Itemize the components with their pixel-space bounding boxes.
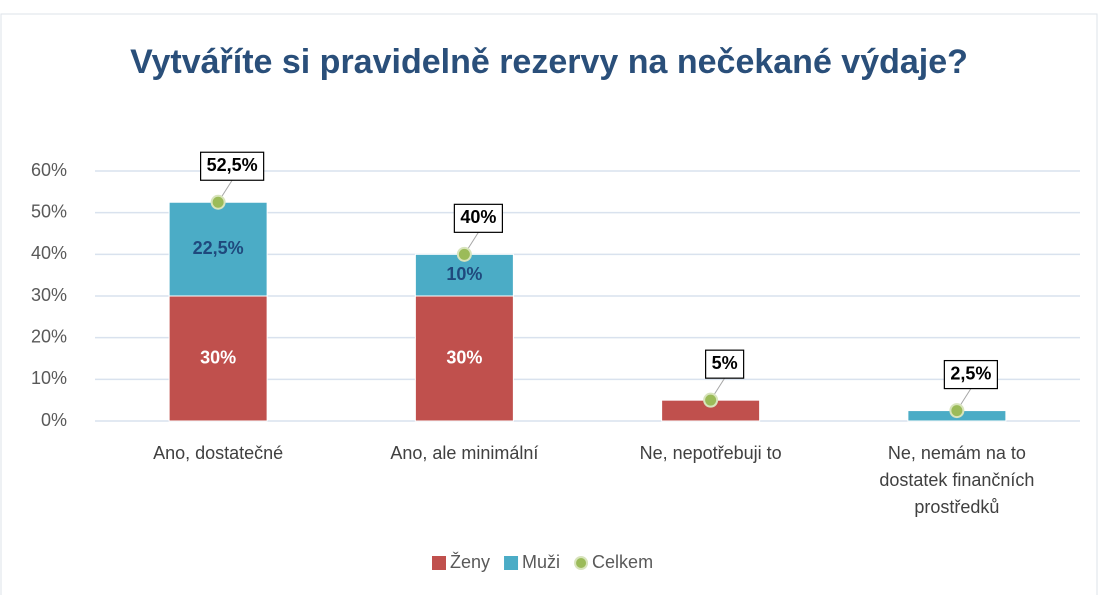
total-marker — [703, 392, 719, 408]
x-tick-label: Ano, dostatečné — [153, 443, 284, 463]
data-label-box — [200, 151, 265, 181]
bar-segment — [414, 295, 514, 422]
chart-border — [0, 13, 1098, 595]
y-tick-label: 10% — [31, 368, 67, 388]
legend-label: Ženy — [450, 552, 490, 572]
x-tick-label: Ne, nemám na to dostatek finančních pros… — [879, 443, 1035, 517]
data-label: 2,5% — [950, 363, 991, 383]
y-tick-label: 20% — [31, 326, 67, 346]
bar-segment — [168, 201, 268, 297]
data-label: 30% — [446, 347, 482, 367]
y-tick-label: 0% — [41, 410, 67, 430]
data-label: 10% — [446, 264, 482, 284]
legend-label: Celkem — [592, 552, 653, 572]
data-label: 22,5% — [193, 238, 244, 258]
x-tick-label: Ne, nepotřebuji to — [639, 443, 782, 463]
x-tick-label: Ano, ale minimální — [390, 443, 539, 463]
data-label-box — [705, 349, 745, 379]
legend-marker — [574, 556, 589, 570]
y-tick-label: 50% — [31, 201, 67, 221]
total-marker — [456, 246, 472, 262]
bar-segment — [168, 295, 268, 422]
y-tick-label: 60% — [31, 160, 67, 180]
y-tick-label: 40% — [31, 243, 67, 263]
data-label-box — [943, 359, 998, 390]
legend-marker — [504, 556, 519, 570]
data-label: 30% — [200, 347, 236, 367]
total-marker — [210, 194, 226, 210]
data-label: 52,5% — [207, 155, 258, 175]
y-tick-label: 30% — [31, 285, 67, 305]
data-label: 40% — [460, 207, 496, 227]
total-marker — [949, 403, 965, 419]
data-label: 5% — [712, 353, 738, 373]
chart-title: Vytváříte si pravidelně rezervy na neček… — [130, 43, 968, 81]
legend-label: Muži — [522, 552, 560, 572]
data-label-box — [453, 203, 503, 233]
legend-marker — [432, 556, 446, 570]
